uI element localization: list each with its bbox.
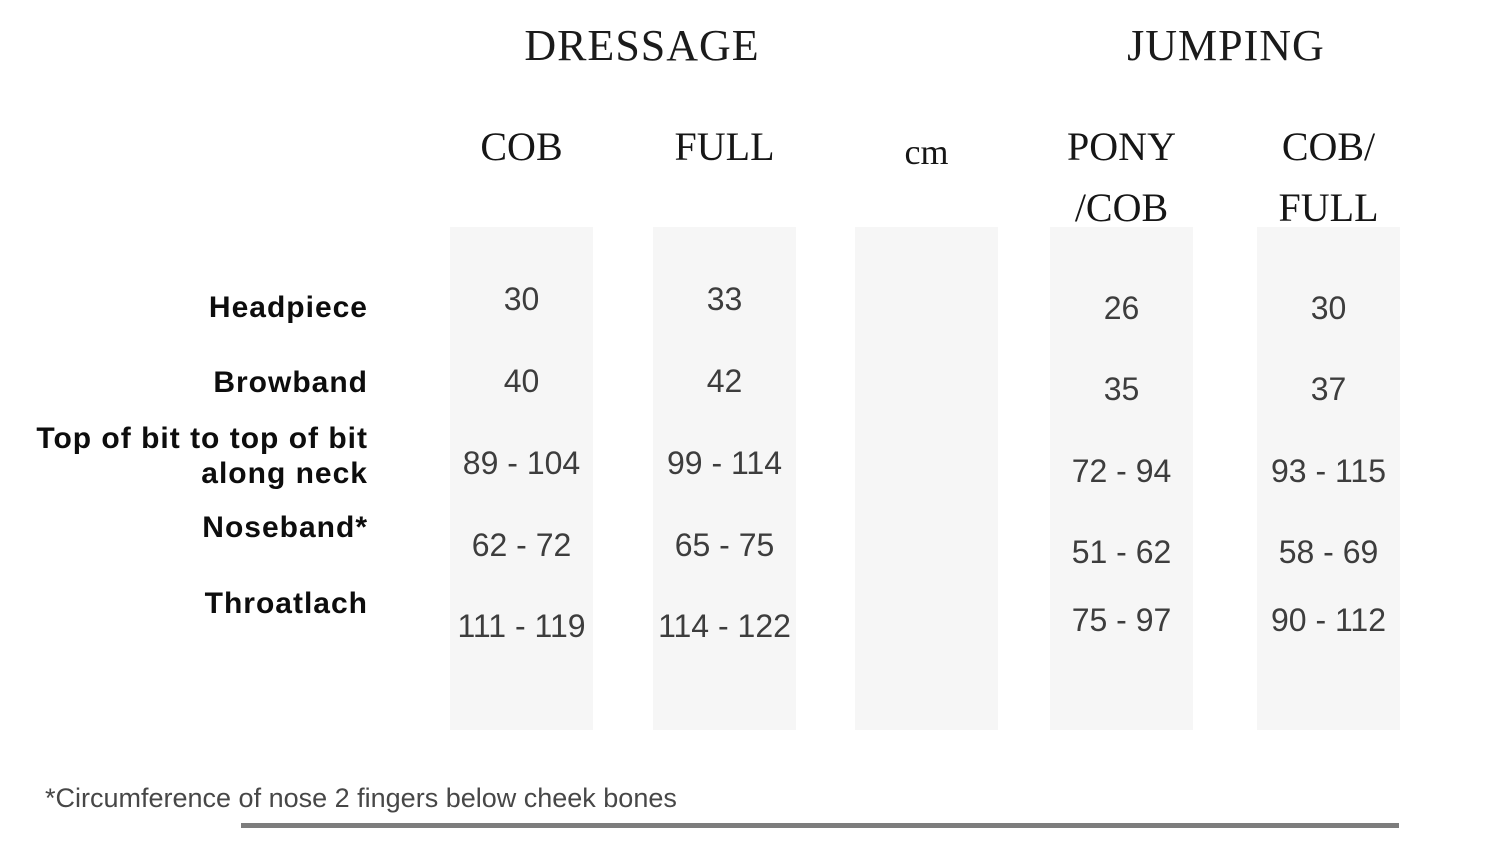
cell-headpiece-jumping-pony-cob: 26 <box>1103 290 1140 326</box>
bottom-divider-line <box>241 823 1399 828</box>
column-header-line: COB/ <box>1281 124 1376 169</box>
row-label-line: Top of bit to top of bit <box>36 422 368 455</box>
cell-noseband-dressage-cob: 62 - 72 <box>471 527 572 563</box>
column-band-cm <box>855 227 998 730</box>
cell-top-of-bit-dressage-full: 99 - 114 <box>666 445 783 481</box>
cell-headpiece-dressage-cob: 30 <box>503 281 540 317</box>
cell-throatlach-dressage-full: 114 - 122 <box>658 608 791 644</box>
cell-noseband-jumping-cob-full: 58 - 69 <box>1278 534 1379 570</box>
column-header-jumping-pony-cob: PONY /COB <box>1050 116 1193 238</box>
jumping-group-header: JUMPING <box>1127 21 1325 70</box>
cell-browband-jumping-pony-cob: 35 <box>1103 371 1140 407</box>
cell-headpiece-jumping-cob-full: 30 <box>1310 290 1347 326</box>
cell-noseband-jumping-pony-cob: 51 - 62 <box>1071 534 1172 570</box>
column-header-line: PONY <box>1067 124 1176 169</box>
column-header-line: FULL <box>1278 185 1379 230</box>
row-label-noseband: Noseband* <box>202 511 368 544</box>
row-label-line: along neck <box>201 457 368 490</box>
cell-browband-dressage-full: 42 <box>706 363 743 399</box>
cell-throatlach-jumping-pony-cob: 75 - 97 <box>1071 602 1172 638</box>
row-label-browband: Browband <box>213 366 368 399</box>
noseband-footnote: *Circumference of nose 2 fingers below c… <box>45 783 677 813</box>
dressage-group-header: DRESSAGE <box>524 21 760 70</box>
column-header-dressage-full: FULL <box>674 124 775 169</box>
cell-top-of-bit-dressage-cob: 89 - 104 <box>462 445 581 481</box>
column-band-jumping-cob-full <box>1257 227 1400 730</box>
column-band-jumping-pony-cob <box>1050 227 1193 730</box>
cell-headpiece-dressage-full: 33 <box>706 281 743 317</box>
column-header-unit-cm: cm <box>904 132 949 172</box>
column-header-line: /COB <box>1074 185 1169 230</box>
row-label-headpiece: Headpiece <box>208 291 368 324</box>
row-label-top-of-bit: Top of bit to top of bit along neck <box>0 421 368 491</box>
cell-top-of-bit-jumping-pony-cob: 72 - 94 <box>1071 453 1172 489</box>
cell-throatlach-dressage-cob: 111 - 119 <box>457 608 586 644</box>
column-band-dressage-full <box>653 227 796 730</box>
cell-throatlach-jumping-cob-full: 90 - 112 <box>1270 602 1387 638</box>
column-header-jumping-cob-full: COB/ FULL <box>1257 116 1400 238</box>
cell-noseband-dressage-full: 65 - 75 <box>674 527 775 563</box>
cell-browband-dressage-cob: 40 <box>503 363 540 399</box>
row-label-throatlach: Throatlach <box>204 587 368 620</box>
cell-browband-jumping-cob-full: 37 <box>1310 371 1347 407</box>
cell-top-of-bit-jumping-cob-full: 93 - 115 <box>1270 453 1387 489</box>
column-band-dressage-cob <box>450 227 593 730</box>
column-header-dressage-cob: COB <box>480 124 563 169</box>
